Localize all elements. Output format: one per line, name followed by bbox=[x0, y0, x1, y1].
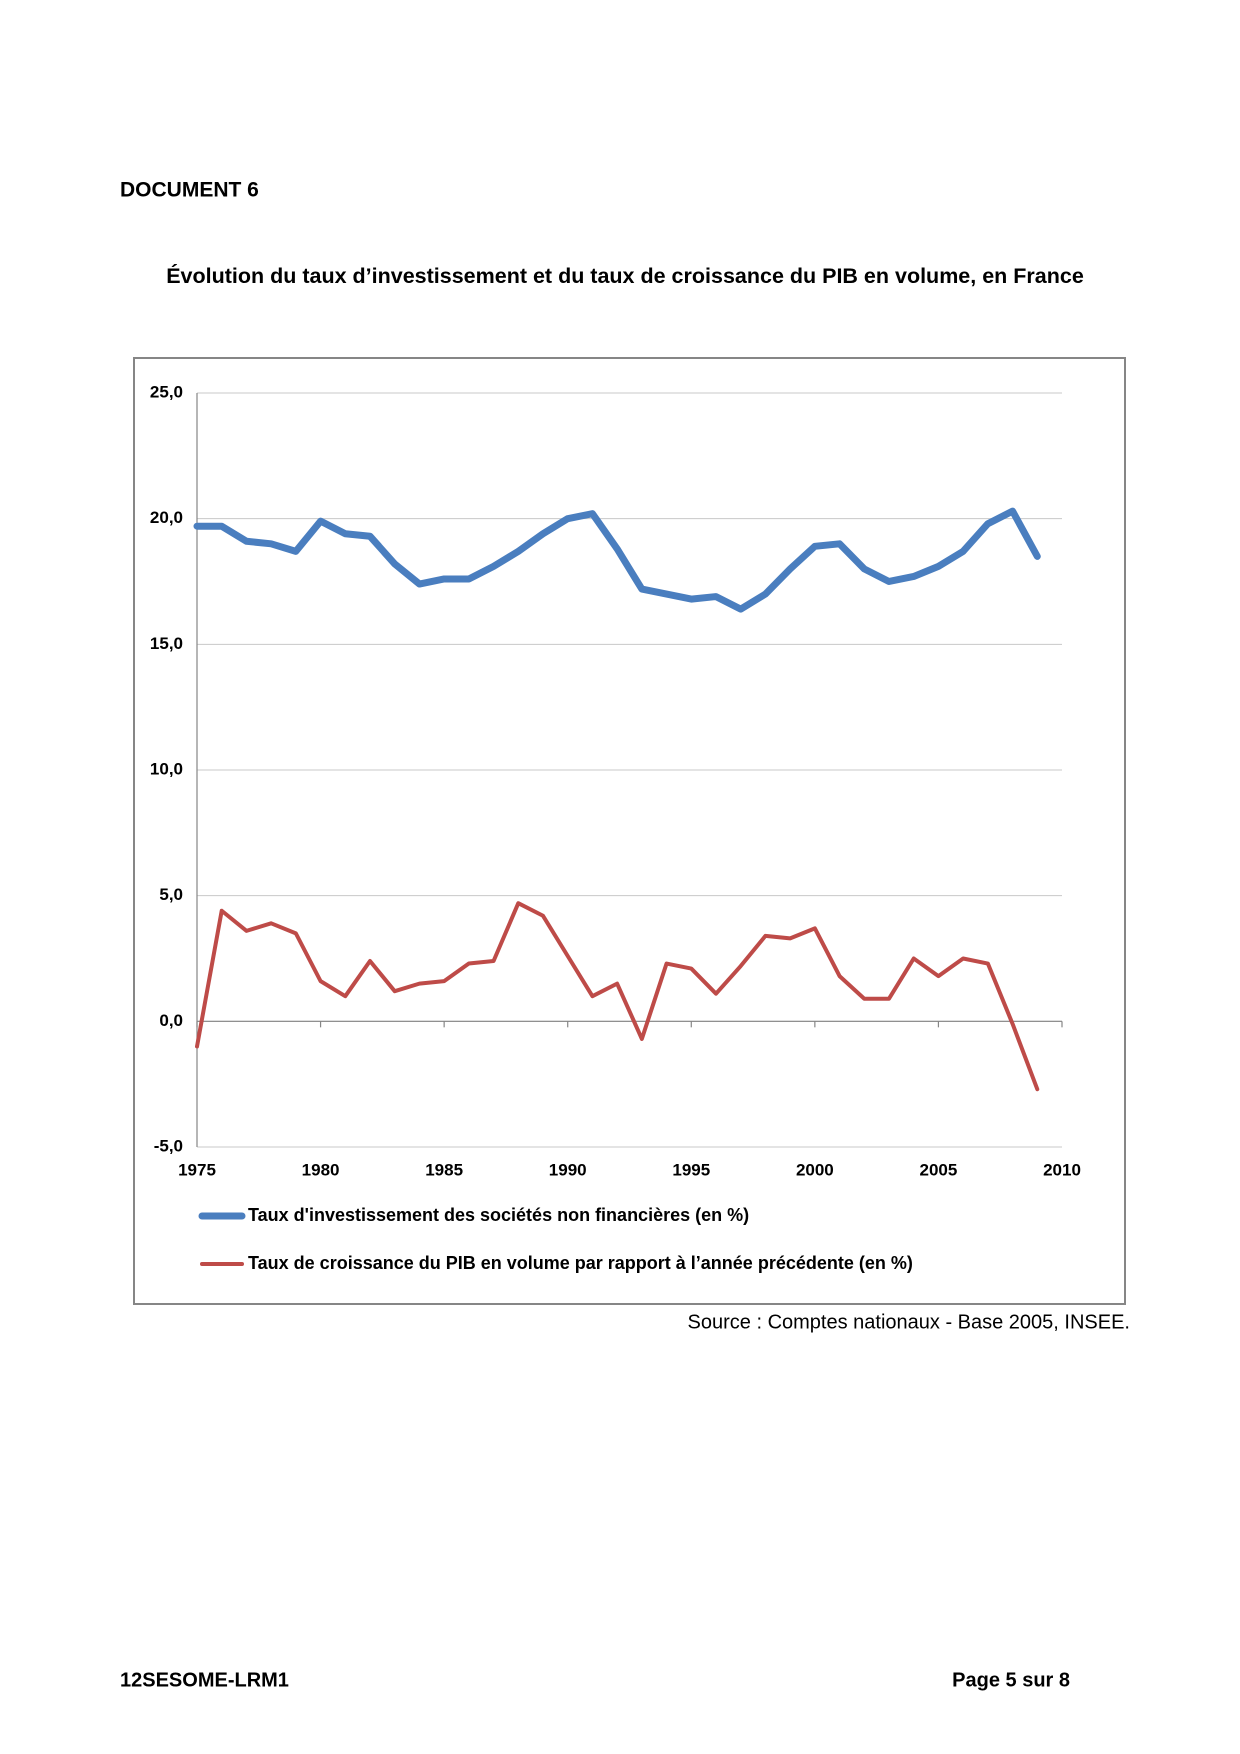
x-tick-label: 2010 bbox=[1043, 1160, 1081, 1179]
y-tick-label: 5,0 bbox=[159, 885, 183, 904]
y-tick-label: 15,0 bbox=[150, 634, 183, 653]
footer-right: Page 5 sur 8 bbox=[952, 1669, 1070, 1691]
x-tick-label: 1995 bbox=[672, 1160, 710, 1179]
x-tick-label: 1990 bbox=[549, 1160, 587, 1179]
x-tick-label: 1975 bbox=[178, 1160, 216, 1179]
footer-left: 12SESOME-LRM1 bbox=[120, 1669, 289, 1691]
series-line bbox=[193, 507, 1041, 613]
x-tick-label: 2005 bbox=[920, 1160, 958, 1179]
legend-label: Taux de croissance du PIB en volume par … bbox=[248, 1253, 913, 1273]
document-label: DOCUMENT 6 bbox=[120, 179, 259, 202]
x-tick-label: 1980 bbox=[302, 1160, 340, 1179]
y-tick-label: 20,0 bbox=[150, 508, 183, 527]
x-tick-label: 1985 bbox=[425, 1160, 463, 1179]
y-tick-label: 10,0 bbox=[150, 759, 183, 778]
series-line bbox=[195, 901, 1040, 1092]
legend-label: Taux d'investissement des sociétés non f… bbox=[248, 1205, 749, 1225]
x-tick-label: 2000 bbox=[796, 1160, 834, 1179]
y-tick-label: -5,0 bbox=[154, 1136, 183, 1155]
chart-title: Évolution du taux d’investissement et du… bbox=[166, 264, 1084, 288]
y-tick-label: 0,0 bbox=[159, 1011, 183, 1030]
source: Source : Comptes nationaux - Base 2005, … bbox=[688, 1311, 1130, 1333]
chart-frame bbox=[133, 357, 1126, 1305]
y-tick-label: 25,0 bbox=[150, 382, 183, 401]
